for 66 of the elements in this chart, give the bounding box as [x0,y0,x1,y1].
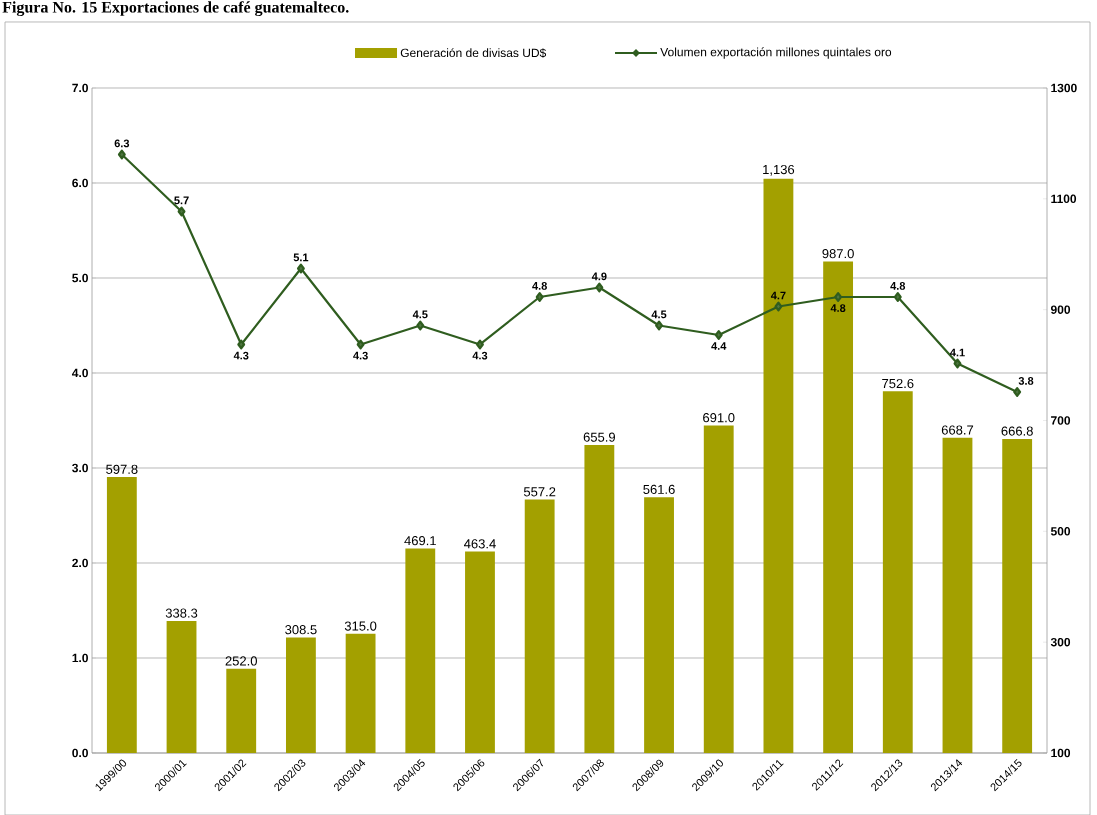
y2-tick-label: 1100 [1051,194,1077,203]
point [655,320,663,331]
data-label: 4.8 [890,281,906,290]
point [535,291,544,302]
y-tick-label: 7.0 [72,83,88,93]
point [834,291,843,302]
data-label: 315.0 [344,621,377,631]
data-label: 4.3 [472,351,488,360]
y2-tick-label: 700 [1051,416,1071,425]
point [237,339,246,350]
point [1013,386,1022,397]
data-label: 338.3 [165,608,198,618]
data-label: 557.2 [523,487,556,497]
y-tick-label: 1.0 [72,653,88,663]
point [476,339,484,350]
y-tick-label: 3.0 [72,463,88,473]
legend-label: Volumen exportación millones quintales oro [660,47,892,59]
data-label: 5.1 [293,253,309,262]
data-label: 4.7 [770,291,786,300]
y2-tick-label: 900 [1050,305,1071,314]
data-label: 4.5 [651,310,667,319]
data-label: 1,136 [763,164,795,176]
data-label: 668.7 [941,425,974,435]
point [714,329,723,340]
point [416,320,425,331]
legend-label: Generación de divisas UD$ [400,47,547,58]
point [774,301,783,312]
y2-tick-label: 1300 [1051,83,1077,93]
data-label: 4.5 [412,310,428,319]
y2-tick-label: 300 [1050,637,1071,647]
data-label: 252.0 [225,656,257,666]
data-label: 308.5 [285,624,317,635]
y-tick-label: 2.0 [72,558,88,568]
data-label: 4.9 [591,272,607,281]
data-label: 561.6 [643,484,675,494]
data-label: 5.7 [174,196,189,205]
data-label: 691.0 [703,412,735,423]
y-tick-label: 4.0 [71,368,88,378]
data-label: 4.3 [353,351,368,360]
data-label: 666.8 [1001,426,1033,436]
chart-title: Figura No. 15 Exportaciones de café guatemalteco. [2,1,349,16]
y2-tick-label: 500 [1050,526,1071,536]
y-tick-label: 6.0 [72,178,88,188]
data-label: 4.3 [233,351,249,360]
point [177,206,186,217]
point [117,149,126,160]
point [893,291,902,302]
data-label: 4.8 [830,304,846,312]
y-tick-label: 0.0 [72,748,88,758]
data-label: 597.8 [106,464,138,474]
data-label: 6.3 [114,139,130,148]
data-label: 752.6 [882,378,914,388]
y-tick-label: 5.0 [72,273,88,283]
point [953,358,962,369]
data-label: 4.8 [532,281,547,290]
data-label: 463.4 [464,539,496,549]
data-label: 4.1 [950,348,965,357]
point [356,339,365,350]
data-label: 3.8 [1018,376,1034,385]
data-label: 655.9 [583,432,615,442]
data-label: 469.1 [404,535,436,546]
point [296,263,305,274]
point [595,282,604,293]
y2-tick-label: 100 [1051,748,1071,758]
data-label: 4.4 [711,342,727,350]
data-label: 987.0 [822,248,854,259]
